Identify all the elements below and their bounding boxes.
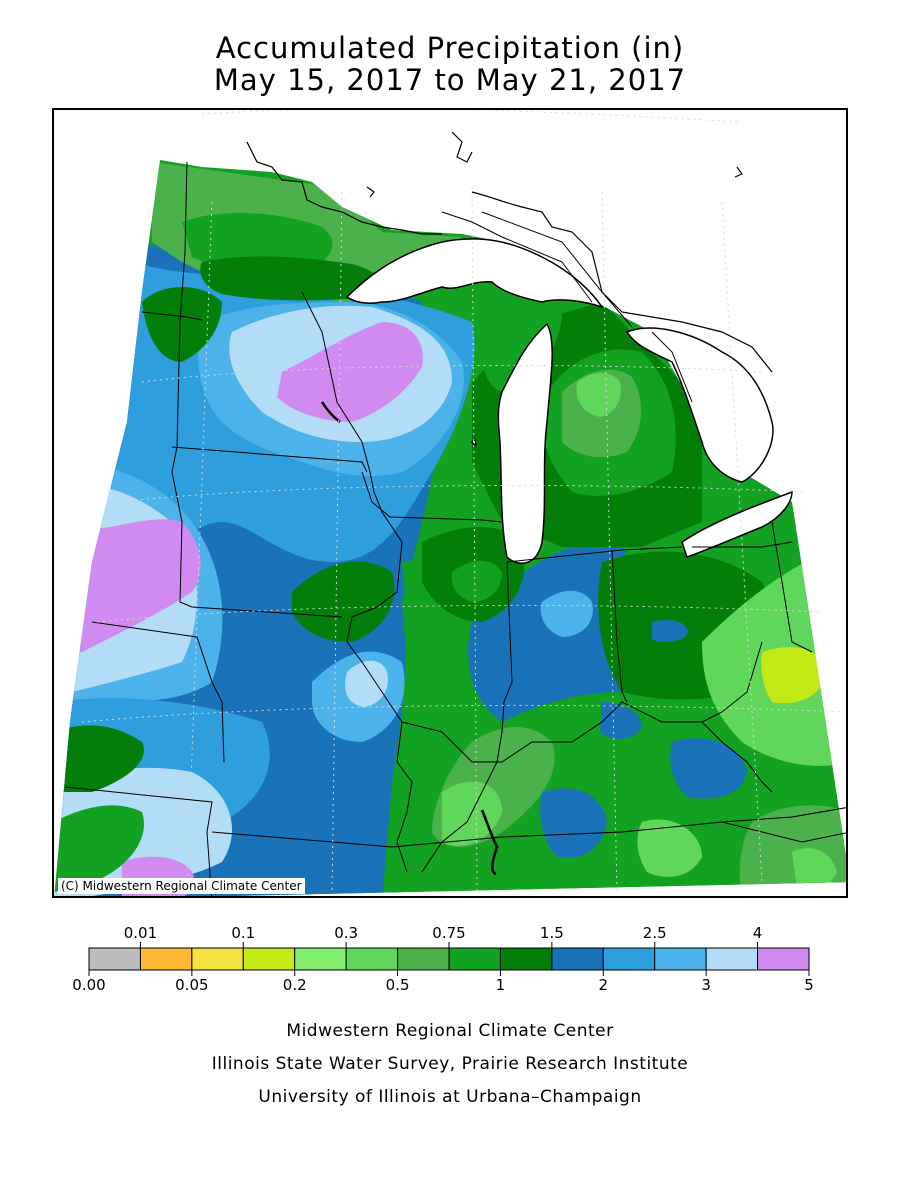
lat-lon-grid	[81, 110, 843, 893]
legend-swatch	[448, 947, 501, 971]
legend-label-upper: 0.3	[334, 924, 359, 942]
legend-label-lower: 0.2	[282, 976, 307, 994]
legend-swatch	[242, 947, 296, 971]
legend-swatch	[499, 947, 553, 971]
legend-swatch	[654, 947, 707, 971]
legend-label-lower: 5	[804, 976, 814, 994]
legend-label-upper: 0.01	[123, 924, 158, 942]
copyright-notice: (C) Midwestern Regional Climate Center	[58, 878, 305, 894]
legend-swatch	[705, 947, 759, 971]
legend-swatch	[602, 947, 656, 971]
legend-label-lower: 2	[598, 976, 609, 994]
legend-swatch	[88, 947, 141, 971]
footer-org: Midwestern Regional Climate Center	[286, 1021, 614, 1041]
precip-shading	[54, 160, 846, 896]
precip-legend: 0.01 0.1 0.3 0.75 1.5 2.5 4 0.00 0.05 0.2 0.5 1 2 3 5	[0, 920, 900, 1000]
footer-university: University of Illinois at Urbana–Champai…	[258, 1087, 642, 1107]
map-title: Accumulated Precipitation (in)	[215, 31, 685, 65]
legend-swatch	[294, 947, 347, 971]
map-canvas	[54, 110, 846, 896]
legend-label-upper: 0.75	[432, 924, 466, 942]
legend-swatch	[551, 947, 604, 971]
state-borders	[64, 161, 846, 896]
footer-survey: Illinois State Water Survey, Prairie Res…	[211, 1054, 689, 1074]
legend-label-upper: 1.5	[539, 924, 564, 942]
legend-swatch	[191, 947, 244, 971]
legend-label-lower: 0.00	[72, 976, 106, 994]
legend-label-lower: 0.05	[175, 976, 209, 994]
legend-swatch	[397, 947, 450, 971]
legend-label-upper: 2.5	[642, 924, 667, 942]
legend-label-upper: 4	[752, 924, 763, 942]
legend-label-lower: 1	[495, 976, 506, 994]
legend-swatch	[345, 947, 399, 971]
map-date-range: May 15, 2017 to May 21, 2017	[213, 63, 687, 97]
canada-coastline	[246, 131, 773, 373]
legend-swatch	[757, 947, 810, 971]
precipitation-map: (C) Midwestern Regional Climate Center	[52, 108, 848, 898]
legend-label-upper: 0.1	[231, 924, 256, 942]
legend-swatch	[139, 947, 193, 971]
legend-colorbar	[88, 942, 810, 976]
legend-label-lower: 3	[701, 976, 711, 994]
legend-label-lower: 0.5	[385, 976, 410, 994]
